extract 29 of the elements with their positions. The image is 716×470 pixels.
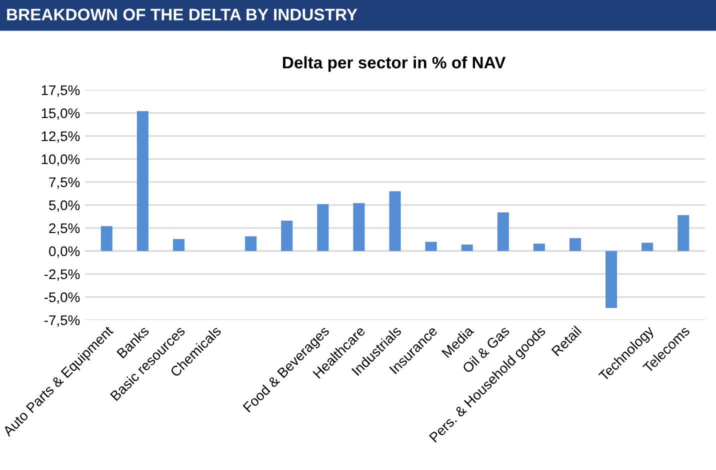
y-tick-label: 7,5% bbox=[49, 177, 80, 189]
y-tick-label: -7,5% bbox=[44, 315, 80, 327]
bar bbox=[172, 239, 184, 251]
bar bbox=[642, 242, 654, 251]
bar bbox=[569, 238, 581, 251]
y-tick-label: 17,5% bbox=[42, 85, 80, 97]
bar bbox=[606, 251, 618, 308]
y-tick-label: 10,0% bbox=[42, 154, 80, 166]
bar bbox=[389, 191, 401, 251]
y-tick-label: 12,5% bbox=[42, 131, 80, 143]
y-tick-label: 0,0% bbox=[49, 246, 80, 258]
y-tick-label: 2,5% bbox=[49, 223, 80, 235]
y-tick-label: 5,0% bbox=[49, 200, 80, 212]
bar bbox=[317, 204, 329, 251]
bar bbox=[461, 244, 473, 251]
bar bbox=[353, 203, 365, 251]
y-tick-label: 15,0% bbox=[42, 108, 80, 120]
bar bbox=[281, 220, 293, 251]
y-tick-label: -5,0% bbox=[44, 292, 80, 304]
bar bbox=[136, 111, 148, 251]
bar bbox=[533, 244, 545, 251]
chart-subtitle: Delta per sector in % of NAV bbox=[283, 56, 506, 72]
bar bbox=[497, 212, 509, 251]
bar bbox=[100, 226, 112, 251]
bar bbox=[425, 242, 437, 251]
bar bbox=[245, 236, 257, 251]
chart-title: BREAKDOWN OF THE DELTA BY INDUSTRY bbox=[7, 8, 358, 20]
y-tick-label: -2,5% bbox=[44, 269, 80, 281]
bar bbox=[678, 215, 690, 251]
